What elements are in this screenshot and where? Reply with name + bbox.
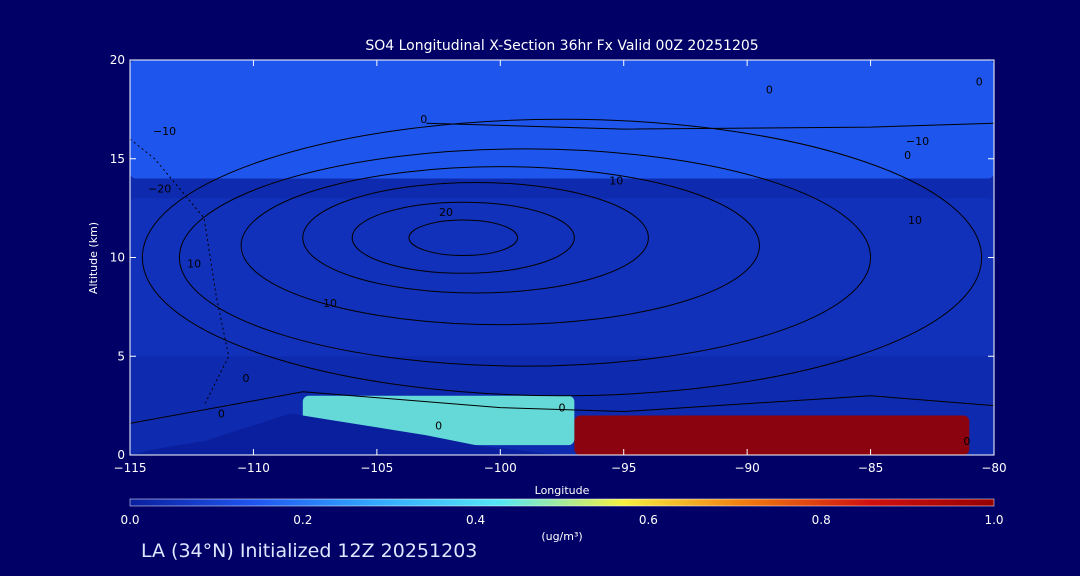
y-tick-label: 10 xyxy=(110,251,125,265)
x-tick-label: −110 xyxy=(237,461,270,475)
terrain-profile xyxy=(130,413,562,455)
x-tick-label: −95 xyxy=(611,461,636,475)
y-tick-label: 15 xyxy=(110,152,125,166)
contour-label: 0 xyxy=(435,419,442,432)
x-tick-label: −105 xyxy=(360,461,393,475)
colorbar-units: (ug/m³) xyxy=(541,530,582,543)
contour-label: −20 xyxy=(148,182,171,195)
colorbar-tick-label: 0.2 xyxy=(293,513,312,527)
x-tick-label: −90 xyxy=(734,461,759,475)
x-axis-label: Longitude xyxy=(535,484,590,497)
contour-label: 0 xyxy=(559,402,566,415)
contour-line xyxy=(408,219,519,257)
contour-line xyxy=(141,118,983,397)
colorbar-tick-label: 0.4 xyxy=(466,513,485,527)
contour-label: 0 xyxy=(420,113,427,126)
contour-label: 10 xyxy=(609,174,623,187)
contour-label: 0 xyxy=(243,372,250,385)
contour-label: −10 xyxy=(153,125,176,138)
x-tick-label: −80 xyxy=(981,461,1006,475)
y-tick-label: 20 xyxy=(110,53,125,67)
contour-label: 0 xyxy=(218,407,225,420)
contour-label: 10 xyxy=(323,297,337,310)
contour-line xyxy=(426,122,994,130)
contour-label: 0 xyxy=(904,149,911,162)
contour-line xyxy=(130,138,230,406)
concentration-band xyxy=(574,415,970,455)
contour-label: 10 xyxy=(908,214,922,227)
y-axis-label: Altitude (km) xyxy=(87,222,100,294)
contour-label: −10 xyxy=(906,135,929,148)
colorbar-tick-label: 0.0 xyxy=(120,513,139,527)
contour-label: 0 xyxy=(963,435,970,448)
contour-line xyxy=(130,391,994,424)
x-tick-label: −100 xyxy=(484,461,517,475)
x-tick-label: −85 xyxy=(858,461,883,475)
contour-label: 0 xyxy=(766,84,773,97)
contour-line xyxy=(240,166,760,326)
contour-label: 10 xyxy=(187,257,201,270)
y-tick-label: 5 xyxy=(117,349,125,363)
contour-label: 20 xyxy=(439,206,453,219)
y-tick-label: 0 xyxy=(117,448,125,462)
colorbar-tick-label: 0.6 xyxy=(639,513,658,527)
contour-label: 0 xyxy=(976,76,983,89)
contour-line xyxy=(302,181,649,294)
colorbar-tick-label: 1.0 xyxy=(984,513,1003,527)
chart-title: SO4 Longitudinal X-Section 36hr Fx Valid… xyxy=(365,38,758,54)
contour-line xyxy=(351,201,575,274)
contour-line xyxy=(178,148,872,367)
initialization-caption: LA (34°N) Initialized 12Z 20251203 xyxy=(141,540,478,562)
colorbar xyxy=(129,498,995,507)
x-tick-label: −115 xyxy=(114,461,147,475)
colorbar-tick-label: 0.8 xyxy=(812,513,831,527)
concentration-band xyxy=(130,198,994,357)
contour-lines xyxy=(130,118,994,424)
